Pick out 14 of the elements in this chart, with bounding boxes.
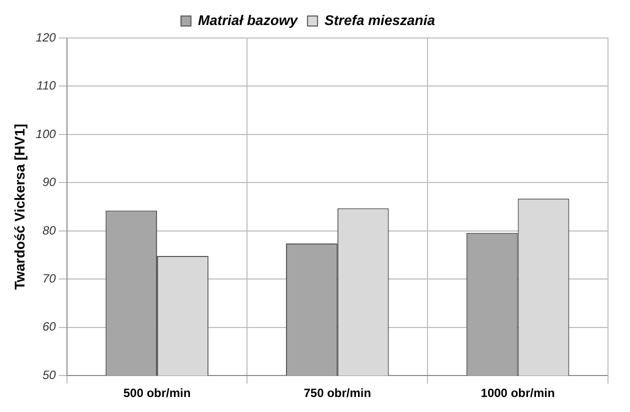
y-tick-label: 90	[42, 175, 56, 190]
y-axis-title: Twardość Vickersa [HV1]	[11, 124, 28, 290]
y-tick-label: 120	[36, 30, 56, 44]
y-tick-label: 70	[42, 271, 56, 286]
y-tick-label: 50	[42, 368, 56, 382]
y-tick-label: 100	[36, 126, 56, 141]
legend-label: Matriał bazowy	[198, 12, 299, 28]
y-tick-label: 110	[36, 78, 56, 93]
legend-label: Strefa mieszania	[324, 12, 436, 28]
y-tick-label: 60	[42, 320, 56, 334]
y-tick-label: 80	[42, 223, 56, 238]
x-tick-label: 1000 obr/min	[480, 386, 555, 400]
x-tick-label: 500 obr/min	[123, 386, 191, 400]
x-tick-label: 750 obr/min	[304, 386, 372, 400]
